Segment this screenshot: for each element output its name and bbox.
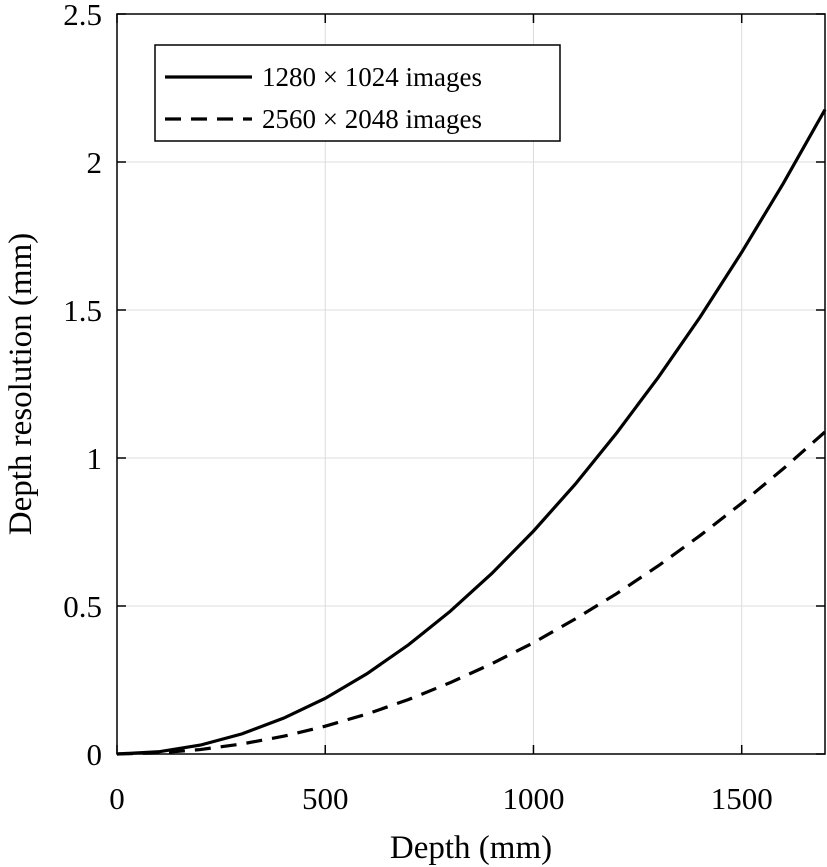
series-line-1280x1024	[116, 108, 827, 756]
y-axis-title: Depth resolution (mm)	[3, 233, 39, 535]
plot-area-frame	[116, 13, 826, 755]
legend-label-1280x1024: 1280 × 1024 images	[262, 62, 482, 92]
ticks	[116, 13, 825, 755]
x-tick-label: 0	[109, 781, 125, 816]
x-axis-title: Depth (mm)	[390, 830, 552, 866]
x-tick-label: 1000	[502, 781, 564, 816]
y-tick-label: 0.5	[63, 589, 102, 624]
tick-labels: 0 500 1000 1500 0 0.5 1 1.5 2 2.5	[63, 0, 772, 816]
y-tick-label: 2.5	[63, 0, 102, 32]
legend-label-2560x2048: 2560 × 2048 images	[262, 104, 482, 134]
legend: 1280 × 1024 images 2560 × 2048 images	[154, 44, 561, 142]
y-tick-label: 0	[87, 737, 103, 772]
y-tick-label: 1	[87, 441, 103, 476]
series-group	[116, 108, 827, 756]
legend-box	[154, 44, 561, 142]
y-tick-label: 1.5	[63, 293, 102, 328]
y-tick-label: 2	[87, 145, 103, 180]
x-tick-label: 1500	[711, 781, 773, 816]
series-line-2560x2048	[116, 430, 827, 756]
x-tick-label: 500	[302, 781, 349, 816]
